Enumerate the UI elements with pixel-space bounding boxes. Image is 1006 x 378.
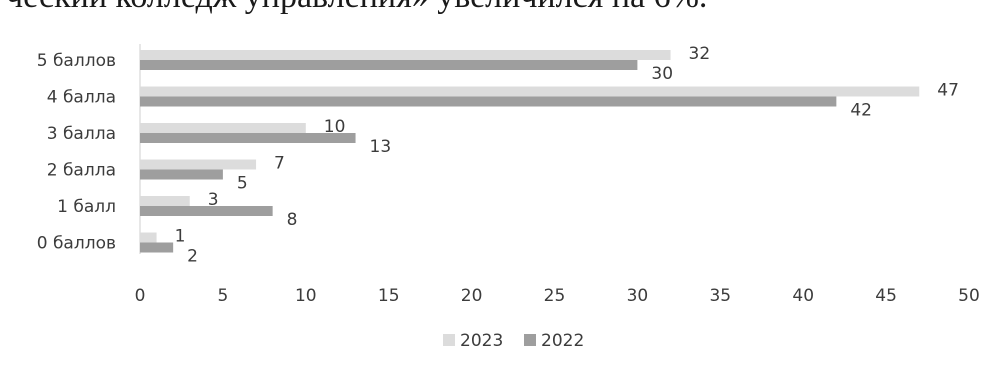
legend-swatch-2022 — [524, 334, 536, 346]
bar-2022-5 — [140, 242, 174, 253]
x-tick-label: 15 — [378, 286, 400, 306]
category-label: 4 балла — [47, 88, 116, 108]
x-tick-label: 45 — [875, 286, 897, 306]
legend-label-2022: 2022 — [541, 331, 584, 351]
category-labels: 5 баллов 4 балла 3 балла 2 балла 1 балл 0 бал… — [37, 51, 116, 254]
x-tick-label: 0 — [135, 286, 146, 306]
data-label-2022-0: 30 — [651, 64, 673, 84]
category-label: 2 балла — [47, 161, 116, 181]
x-tick-label: 10 — [295, 286, 317, 306]
category-label: 5 баллов — [37, 51, 116, 71]
x-tick-label: 50 — [958, 286, 980, 306]
headline-text: ческий колледж управления» увеличился на… — [6, 0, 707, 16]
category-label: 0 баллов — [37, 234, 116, 254]
bar-2022-2 — [140, 133, 356, 143]
x-tick-label: 40 — [792, 286, 814, 306]
x-tick-label: 25 — [544, 286, 566, 306]
data-label-2023-2: 10 — [324, 117, 346, 137]
x-tick-label: 5 — [217, 286, 228, 306]
data-label-2022-1: 42 — [850, 101, 872, 121]
bar-2022-0 — [140, 60, 638, 70]
bar-2022-1 — [140, 96, 837, 107]
legend-swatch-2023 — [443, 334, 455, 346]
bars-group: 32 30 47 42 10 13 7 53 8 12 — [140, 44, 959, 267]
data-label-2023-1: 47 — [937, 81, 959, 101]
data-label-2023-0: 32 — [689, 44, 711, 64]
category-label: 3 балла — [47, 124, 116, 144]
data-label-2022-4: 8 — [287, 210, 298, 230]
data-label-2022-2: 13 — [370, 137, 392, 157]
data-label-2023-4: 3 — [208, 190, 219, 210]
data-label-2022-3: 5 — [237, 174, 248, 194]
bar-2022-3 — [140, 169, 223, 180]
x-tick-label: 20 — [461, 286, 483, 306]
data-label-2023-3: 7 — [274, 154, 285, 174]
x-tick-labels: 0 5 10 15 20 25 30 35 40 45 50 — [135, 286, 980, 306]
x-tick-label: 30 — [627, 286, 649, 306]
category-label: 1 балл — [57, 197, 116, 217]
bar-2023-0 — [140, 50, 671, 60]
x-tick-label: 35 — [709, 286, 731, 306]
bar-2023-1 — [140, 86, 920, 97]
legend: 2023 2022 — [443, 331, 584, 351]
bar-2023-3 — [140, 159, 257, 170]
data-label-2023-5: 1 — [175, 227, 186, 247]
bar-2023-2 — [140, 123, 306, 133]
data-label-2022-5: 2 — [187, 247, 198, 267]
legend-label-2023: 2023 — [460, 331, 503, 351]
bar-2022-4 — [140, 206, 273, 216]
bar-2023-4 — [140, 196, 190, 206]
bar-2023-5 — [140, 232, 157, 243]
